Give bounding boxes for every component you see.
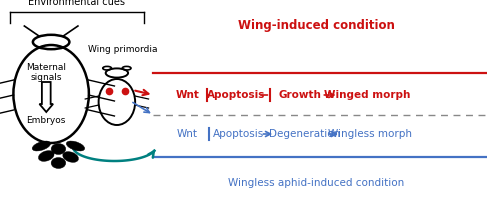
Text: Maternal
signals: Maternal signals xyxy=(26,63,66,82)
Ellipse shape xyxy=(32,141,51,151)
Text: Embryos: Embryos xyxy=(27,116,66,125)
Text: Degeneration: Degeneration xyxy=(269,129,340,139)
Text: Wnt: Wnt xyxy=(175,90,200,100)
Text: Growth: Growth xyxy=(278,90,321,100)
Text: Wing-induced condition: Wing-induced condition xyxy=(238,19,395,31)
Text: Apoptosis: Apoptosis xyxy=(207,90,265,100)
Text: Environmental cues: Environmental cues xyxy=(28,0,125,7)
Text: Wing primordia: Wing primordia xyxy=(88,45,157,54)
Text: Wingless aphid-induced condition: Wingless aphid-induced condition xyxy=(228,178,405,188)
Ellipse shape xyxy=(66,141,85,151)
Text: Apoptosis: Apoptosis xyxy=(213,129,264,139)
Text: Wnt: Wnt xyxy=(177,129,198,139)
Text: Winged morph: Winged morph xyxy=(324,90,411,100)
Ellipse shape xyxy=(51,158,66,168)
Text: Wingless morph: Wingless morph xyxy=(328,129,412,139)
Ellipse shape xyxy=(63,152,78,162)
Ellipse shape xyxy=(51,144,66,154)
Ellipse shape xyxy=(38,151,54,161)
FancyArrow shape xyxy=(39,82,53,112)
